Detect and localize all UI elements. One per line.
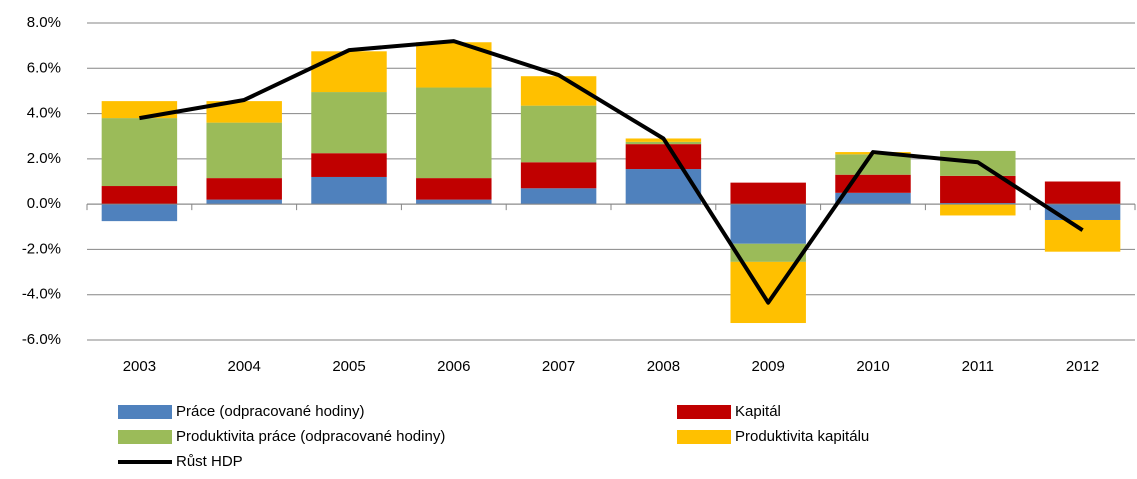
bar-segment: [520, 105, 597, 163]
bar-segment: [730, 243, 806, 262]
bar-segment: [520, 162, 597, 189]
legend-label: Produktivita práce (odpracované hodiny): [176, 428, 445, 445]
bar-segment: [206, 199, 282, 205]
x-tick-label: 2008: [647, 358, 680, 375]
x-tick-label: 2005: [332, 358, 365, 375]
bar-segment: [1044, 219, 1121, 252]
legend-swatch: [118, 405, 172, 419]
bar-segment: [520, 188, 597, 205]
bar-segment: [101, 186, 178, 205]
bar-segment: [311, 176, 387, 205]
y-tick-label: 8.0%: [27, 14, 61, 31]
legend-swatch: [677, 405, 731, 419]
bar-segment: [940, 203, 1016, 205]
bar-segment: [101, 204, 178, 222]
bar-segment: [730, 182, 806, 205]
bar-segment: [835, 192, 911, 205]
bar-segment: [625, 144, 702, 170]
bar-segment: [206, 122, 282, 179]
bar-segment: [1044, 181, 1121, 205]
x-tick-label: 2003: [123, 358, 156, 375]
bar-segment: [206, 101, 282, 123]
legend-swatch: [118, 430, 172, 444]
y-tick-label: 6.0%: [27, 59, 61, 76]
bar-segment: [416, 87, 492, 179]
x-tick-label: 2009: [752, 358, 785, 375]
bar-segment: [730, 204, 806, 244]
bar-segment: [101, 118, 178, 187]
bar-segment: [311, 153, 387, 177]
y-tick-label: -2.0%: [22, 240, 61, 257]
line-series: [139, 39, 1084, 305]
bar-segment: [940, 204, 1016, 216]
legend-label: Práce (odpracované hodiny): [176, 403, 364, 420]
x-tick-label: 2011: [962, 358, 994, 375]
legend-label: Kapitál: [735, 403, 781, 420]
y-tick-label: 2.0%: [27, 150, 61, 167]
bar-segment: [416, 178, 492, 200]
y-tick-label: -4.0%: [22, 286, 61, 303]
bar-segment: [416, 199, 492, 205]
x-tick-label: 2006: [437, 358, 470, 375]
legend-label: Produktivita kapitálu: [735, 428, 869, 445]
bar-segment: [625, 169, 702, 205]
x-tick-label: 2012: [1066, 358, 1099, 375]
y-tick-label: -6.0%: [22, 331, 61, 348]
bar-segment: [730, 261, 806, 324]
bar-segment: [206, 178, 282, 200]
x-tick-label: 2010: [856, 358, 889, 375]
y-tick-label: 4.0%: [27, 105, 61, 122]
x-tick-label: 2007: [542, 358, 575, 375]
y-tick-label: 0.0%: [27, 195, 61, 212]
x-tick-label: 2004: [228, 358, 261, 375]
bar-segment: [311, 92, 387, 154]
legend-swatch: [677, 430, 731, 444]
legend-label: Růst HDP: [176, 453, 243, 470]
bar-segment: [311, 51, 387, 93]
bar-segment: [625, 141, 702, 145]
bar-segment: [835, 154, 911, 175]
